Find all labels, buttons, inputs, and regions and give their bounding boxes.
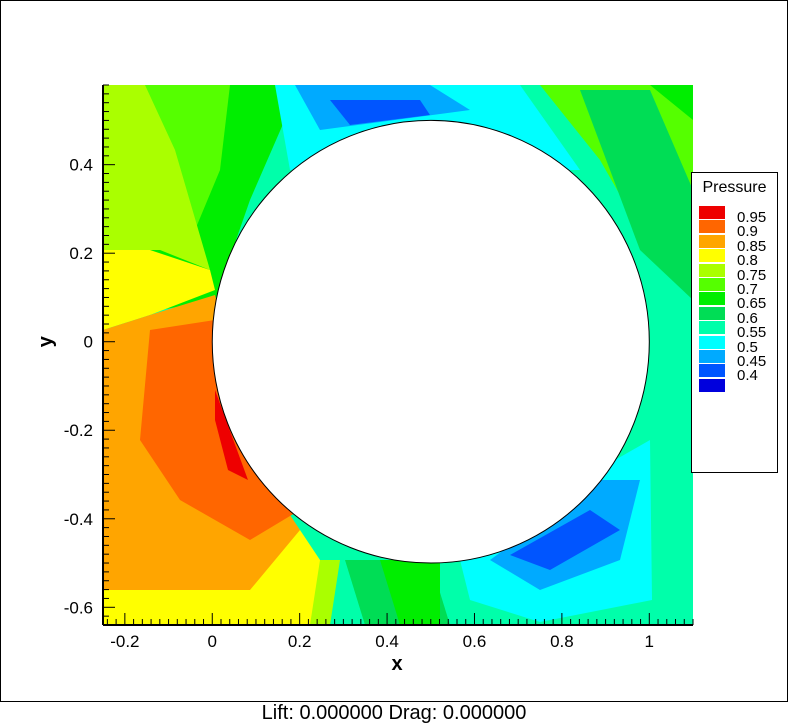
contour-region-14	[510, 510, 620, 570]
contour-region-16	[380, 560, 440, 625]
legend-label: 0.55	[737, 324, 767, 342]
legend-label: 0.7	[737, 281, 758, 298]
plot-axes	[102, 84, 694, 626]
contour-region-2	[103, 85, 210, 270]
legend-swatch	[699, 306, 725, 320]
legend-swatch	[699, 220, 725, 234]
lift-drag-caption: Lift: 0.000000 Drag: 0.000000	[261, 702, 527, 724]
legend-label: 0.5	[737, 338, 758, 356]
contour-plot: -0.2 0 0.2 0.4 0.6 0.8 1 -0.6 -0.4 -0.2 0 0.2 0.4 x y	[35, 84, 694, 675]
y-tick-label: -0.6	[64, 598, 93, 617]
contour-region-4	[103, 250, 215, 330]
cylinder	[211, 119, 650, 564]
pressure-legend: Pressure 0.95 0.9 0.85 0.8 0.75 0.7 0.65 0.6 0.5…	[691, 172, 778, 473]
legend-label: 0.9	[737, 223, 758, 241]
legend-swatch	[699, 249, 725, 263]
cylinder-obstacle	[211, 119, 650, 564]
legend-label: 0.75	[737, 266, 767, 284]
axis-labels: -0.2 0 0.2 0.4 0.6 0.8 1 -0.6 -0.4 -0.2 0 0.2 0.4 x y	[35, 156, 654, 675]
y-tick-label: -0.2	[64, 421, 93, 440]
x-axis-label: x	[391, 653, 402, 675]
legend-swatch	[699, 335, 725, 349]
legend-swatch	[699, 206, 725, 219]
contour-region-18	[650, 85, 693, 120]
y-tick-label: -0.4	[64, 510, 93, 529]
x-tick-label: 0.4	[375, 632, 399, 651]
legend-swatch	[699, 378, 725, 392]
y-tick-label: 0.4	[69, 156, 93, 175]
legend-swatch	[699, 292, 725, 306]
legend-swatch	[699, 278, 725, 291]
legend-label: 0.45	[737, 353, 767, 370]
contour-region-11	[330, 100, 430, 125]
x-tick-label: 1	[645, 632, 654, 651]
legend-swatch	[699, 321, 725, 335]
legend-label: 0.4	[737, 367, 758, 385]
y-axis-label: y	[35, 335, 57, 347]
legend-label: 0.8	[737, 252, 758, 270]
y-tick-label: 0	[84, 333, 93, 352]
legend-label: 0.85	[737, 237, 767, 255]
legend-swatch	[699, 234, 725, 248]
legend-swatch	[699, 364, 725, 378]
legend-swatch	[699, 350, 725, 363]
x-tick-label: 0.8	[550, 632, 574, 651]
legend-title: Pressure	[702, 179, 767, 196]
y-tick-label: 0.2	[69, 244, 93, 263]
legend-label: 0.65	[737, 295, 767, 313]
x-tick-label: 0.6	[463, 632, 487, 651]
x-tick-label: 0.2	[288, 632, 312, 651]
legend-label: 0.6	[737, 309, 758, 327]
x-tick-label: -0.2	[110, 632, 139, 651]
legend-label: 0.95	[737, 209, 767, 226]
x-tick-label: 0	[208, 632, 217, 651]
contour-region-19	[580, 90, 693, 300]
legend-swatch	[699, 263, 725, 277]
